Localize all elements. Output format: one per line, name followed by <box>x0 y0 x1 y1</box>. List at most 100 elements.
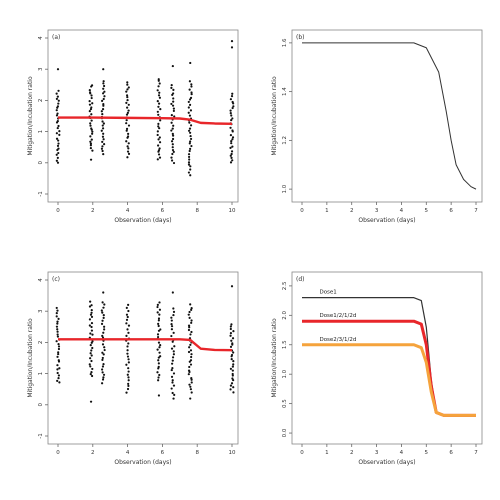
data-point <box>187 369 191 372</box>
y-tick-label: 0 <box>38 403 44 407</box>
data-point <box>171 152 174 156</box>
data-point <box>188 103 192 106</box>
x-tick-label: 8 <box>195 450 199 456</box>
data-point <box>187 129 191 132</box>
data-point <box>170 156 173 159</box>
data-point <box>55 153 58 156</box>
outlier-point <box>56 68 60 71</box>
data-point <box>127 86 130 89</box>
data-point <box>231 342 234 345</box>
data-point <box>101 351 104 354</box>
y-tick-label: 1.6 <box>282 38 288 47</box>
data-point <box>102 87 105 90</box>
outlier-point <box>189 61 192 65</box>
data-point <box>170 121 173 124</box>
data-point <box>231 138 234 141</box>
data-point <box>188 114 192 117</box>
y-tick-label: 2.5 <box>282 281 288 290</box>
data-point <box>57 351 60 354</box>
x-tick-label: 6 <box>161 208 165 214</box>
x-tick-label: 0 <box>300 450 304 456</box>
data-point <box>157 105 160 108</box>
data-point <box>88 305 92 308</box>
data-point <box>89 344 92 347</box>
data-point <box>101 107 105 111</box>
data-point <box>89 124 92 127</box>
data-point <box>101 358 104 361</box>
plot-frame <box>47 271 239 445</box>
series-line <box>302 343 476 417</box>
data-point <box>55 132 58 135</box>
data-point <box>101 120 104 123</box>
plot-frame <box>291 271 483 445</box>
data-point <box>231 377 234 380</box>
data-point <box>102 97 105 101</box>
data-point <box>190 93 193 96</box>
series-label: Dose1/2/1/2d <box>319 313 356 319</box>
data-point <box>55 109 58 112</box>
data-point <box>156 311 159 314</box>
data-point <box>101 319 104 322</box>
data-point <box>232 360 235 363</box>
data-point <box>190 355 193 359</box>
data-point <box>157 144 160 147</box>
data-point <box>229 367 233 370</box>
data-point <box>230 382 234 385</box>
data-point <box>125 313 129 316</box>
data-point <box>231 106 234 110</box>
data-point <box>91 130 94 133</box>
data-point <box>126 99 129 102</box>
data-point <box>56 368 59 371</box>
data-point <box>229 112 232 115</box>
data-point <box>190 378 193 381</box>
data-point <box>171 359 174 362</box>
data-point <box>158 308 162 311</box>
data-point <box>188 365 191 369</box>
data-point <box>187 153 191 156</box>
outlier-point <box>157 394 161 397</box>
data-point <box>88 110 91 113</box>
data-point <box>156 158 159 161</box>
data-point <box>103 325 106 328</box>
x-tick-label: 6 <box>449 450 453 456</box>
data-point <box>127 303 130 306</box>
y-tick-label: -1 <box>38 433 44 438</box>
panel-label: (d) <box>296 276 305 283</box>
data-point <box>229 332 233 335</box>
data-point <box>156 100 159 103</box>
data-point <box>91 149 94 152</box>
data-point <box>55 306 58 310</box>
data-point <box>229 325 232 328</box>
data-point <box>57 342 60 346</box>
data-point <box>187 111 190 114</box>
data-point <box>103 346 106 349</box>
data-point <box>126 150 130 153</box>
data-point <box>157 379 160 382</box>
data-point <box>102 122 105 125</box>
data-point <box>90 119 93 122</box>
data-point <box>90 84 94 87</box>
outlier-point <box>171 64 174 68</box>
data-point <box>101 124 104 127</box>
data-point <box>172 397 175 400</box>
data-point <box>100 147 104 150</box>
data-point <box>190 321 193 324</box>
data-point <box>90 371 93 374</box>
data-point <box>55 114 59 117</box>
data-point <box>100 129 103 132</box>
data-point <box>190 91 193 94</box>
data-point <box>89 352 92 355</box>
data-point <box>157 356 160 359</box>
data-point <box>189 168 192 171</box>
data-point <box>100 309 103 312</box>
x-axis-label: Observation (days) <box>358 459 415 466</box>
data-point <box>230 156 233 159</box>
data-point <box>126 145 129 148</box>
data-point <box>171 391 174 395</box>
outlier-point <box>102 68 105 71</box>
data-point <box>188 383 191 386</box>
data-point <box>127 367 130 370</box>
data-point <box>125 391 128 394</box>
data-point <box>103 328 106 331</box>
data-point <box>172 109 175 113</box>
